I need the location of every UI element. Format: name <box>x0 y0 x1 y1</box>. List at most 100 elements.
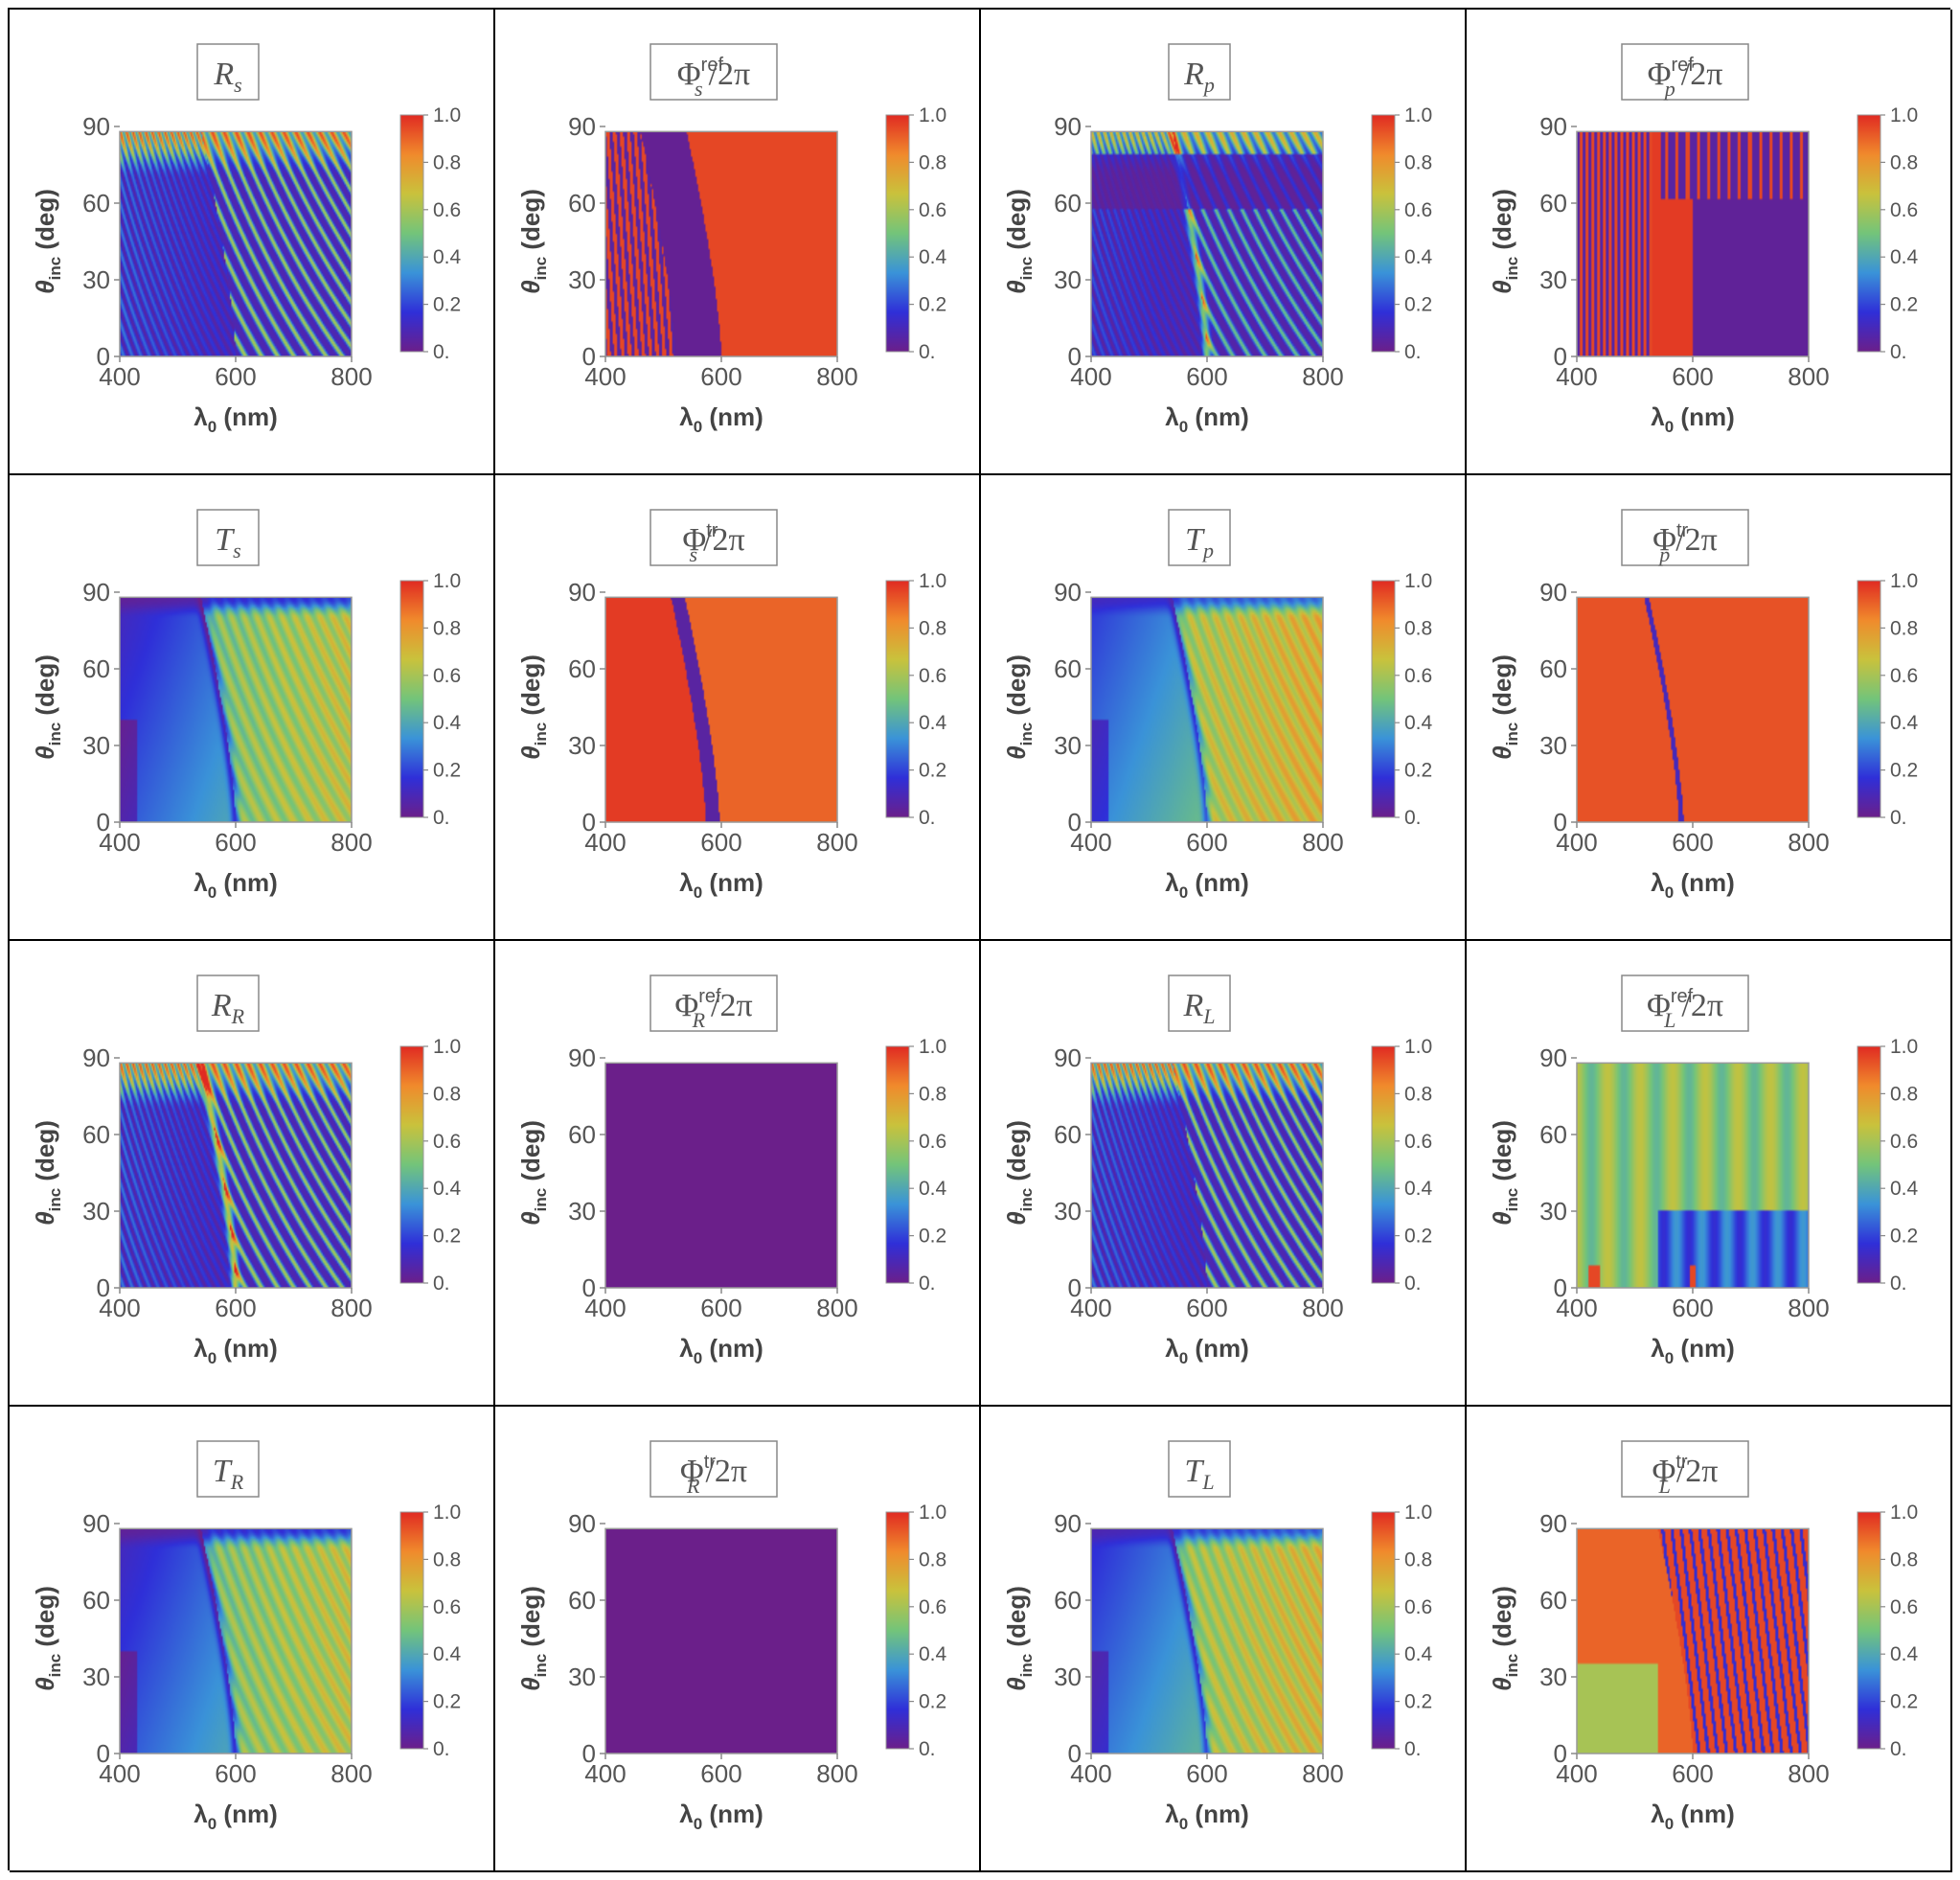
colorbar-tick-label: 0.2 <box>919 1226 946 1248</box>
x-tick-label: 400 <box>99 828 140 857</box>
y-tick-label: 0 <box>97 808 110 837</box>
chart-title: Φtr p/2π <box>1621 509 1749 566</box>
x-tick-label: 600 <box>1186 1759 1227 1788</box>
colorbar-tick-label: 1.0 <box>1890 570 1918 592</box>
title-text: RR <box>211 988 245 1028</box>
colorbar-tick-label: 0.6 <box>1404 1131 1432 1153</box>
chart-cell-PhiRefS: Φref s/2π 400 600 800 0 30 60 90 λ0 (nm) θinc (deg… <box>495 10 981 475</box>
colorbar-tick-label: 0.2 <box>1404 1226 1432 1248</box>
colorbar-tick-label: 0. <box>433 341 450 363</box>
x-tick-label: 800 <box>330 362 372 391</box>
colorbar-tick-label: 0.8 <box>1890 617 1918 639</box>
colorbar-tick-label: 0. <box>433 1272 450 1295</box>
colorbar-tick-label: 0.8 <box>1404 1083 1432 1105</box>
colorbar-tick-label: 1.0 <box>1404 1502 1432 1524</box>
colorbar-tick-label: 0.8 <box>433 1083 461 1105</box>
chart-svg-PhiTrS: Φtr s/2π 400 600 800 0 30 60 90 λ0 (nm) θinc (deg)… <box>516 509 947 902</box>
title-text: Rp <box>1183 57 1215 97</box>
colorbar <box>1371 1511 1396 1750</box>
y-tick-label: 90 <box>1539 1509 1567 1538</box>
x-tick-label: 800 <box>1788 828 1829 857</box>
y-tick-label: 60 <box>1054 189 1082 218</box>
x-tick-label: 400 <box>584 1759 626 1788</box>
y-tick-label: 30 <box>82 1197 110 1226</box>
chart-cell-Rs: Rs 400 600 800 0 30 60 90 λ0 (nm) θinc (deg) 0. 0.2… <box>10 10 495 475</box>
colorbar <box>885 580 910 818</box>
title-text: Φref p/2π <box>1648 55 1723 101</box>
colorbar-tick-label: 0.8 <box>1404 617 1432 639</box>
colorbar-tick-label: 0.2 <box>1890 760 1918 782</box>
x-tick-label: 600 <box>215 1759 256 1788</box>
chart-cell-PhiRefR: Φref R/2π 400 600 800 0 30 60 90 λ0 (nm) θinc (deg… <box>495 941 981 1407</box>
colorbar-tick-label: 1.0 <box>433 1036 461 1058</box>
x-tick-label: 800 <box>330 1759 372 1788</box>
chart-cell-RL: RL 400 600 800 0 30 60 90 λ0 (nm) θinc (deg) 0. 0.2… <box>981 941 1467 1407</box>
x-tick-label: 600 <box>1186 362 1227 391</box>
title-box <box>1621 509 1749 566</box>
y-axis-label: θinc (deg) <box>1488 1120 1521 1226</box>
y-tick-label: 0 <box>1068 342 1082 371</box>
x-tick-label: 600 <box>1672 828 1713 857</box>
chart-svg-RR: RR 400 600 800 0 30 60 90 λ0 (nm) θinc (deg) 0. 0.2… <box>31 974 462 1367</box>
chart-cell-PhiTrS: Φtr s/2π 400 600 800 0 30 60 90 λ0 (nm) θinc (deg)… <box>495 475 981 941</box>
colorbar <box>885 114 910 353</box>
x-tick-label: 400 <box>1070 1759 1111 1788</box>
colorbar-tick-label: 0.6 <box>433 199 461 221</box>
colorbar <box>885 1045 910 1284</box>
heatmap-image <box>605 597 837 822</box>
chart-cell-PhiTrR: Φtr R/2π 400 600 800 0 30 60 90 λ0 (nm) θinc (deg)… <box>495 1407 981 1872</box>
chart-cell-PhiTrL: Φtr L/2π 400 600 800 0 30 60 90 λ0 (nm) θinc (deg)… <box>1467 1407 1952 1872</box>
y-tick-label: 60 <box>568 1586 596 1615</box>
colorbar-tick-label: 0.6 <box>433 1131 461 1153</box>
y-tick-label: 90 <box>1054 1509 1082 1538</box>
chart-title: Rp <box>1168 43 1231 101</box>
y-tick-label: 60 <box>1054 1586 1082 1615</box>
x-tick-label: 400 <box>99 1759 140 1788</box>
x-axis-label: λ0 (nm) <box>194 1800 277 1833</box>
title-text: Φtr R/2π <box>680 1452 747 1498</box>
heatmap-image <box>605 1063 837 1288</box>
chart-title: TR <box>196 1440 260 1498</box>
colorbar-tick-label: 0.4 <box>1404 246 1433 268</box>
colorbar-tick-label: 0. <box>433 1738 450 1760</box>
colorbar-tick-label: 0.6 <box>919 1596 946 1618</box>
colorbar-tick-label: 0.8 <box>919 151 946 173</box>
x-tick-label: 400 <box>99 362 140 391</box>
chart-title: Φref p/2π <box>1621 43 1749 101</box>
title-box <box>1621 974 1749 1032</box>
colorbar-tick-label: 0.6 <box>1404 1596 1432 1618</box>
chart-title: TL <box>1168 1440 1231 1498</box>
chart-svg-Ts: Ts 400 600 800 0 30 60 90 λ0 (nm) θinc (deg) 0. 0.2… <box>31 509 462 902</box>
y-tick-label: 30 <box>568 1662 596 1691</box>
colorbar-tick-label: 0.4 <box>1890 1178 1919 1200</box>
heatmap-image <box>120 597 352 822</box>
colorbar <box>399 580 424 818</box>
title-text: Rs <box>213 57 241 97</box>
heatmap-image <box>605 131 837 356</box>
colorbar-tick-label: 1.0 <box>1890 1036 1918 1058</box>
x-tick-label: 600 <box>700 1294 741 1322</box>
chart-cell-RR: RR 400 600 800 0 30 60 90 λ0 (nm) θinc (deg) 0. 0.2… <box>10 941 495 1407</box>
x-tick-label: 800 <box>1302 1294 1343 1322</box>
x-axis-label: λ0 (nm) <box>1651 868 1734 902</box>
y-tick-label: 90 <box>82 1043 110 1072</box>
y-tick-label: 90 <box>1539 578 1567 607</box>
x-tick-label: 600 <box>700 828 741 857</box>
x-axis-label: λ0 (nm) <box>1165 1800 1248 1833</box>
y-axis-label: θinc (deg) <box>1488 654 1521 760</box>
y-axis-label: θinc (deg) <box>31 189 64 294</box>
title-text: TL <box>1184 1454 1214 1494</box>
x-tick-label: 800 <box>816 362 857 391</box>
colorbar-tick-label: 0.4 <box>1404 712 1433 734</box>
colorbar-tick-label: 1.0 <box>1890 104 1918 126</box>
colorbar-tick-label: 1.0 <box>1404 104 1432 126</box>
chart-title: RL <box>1168 974 1231 1032</box>
y-tick-label: 0 <box>1554 808 1567 837</box>
heatmap-image <box>1577 597 1809 822</box>
heatmap-image <box>1577 1063 1809 1288</box>
y-axis-label: θinc (deg) <box>1002 654 1036 760</box>
colorbar <box>399 114 424 353</box>
chart-cell-Tp: Tp 400 600 800 0 30 60 90 λ0 (nm) θinc (deg) 0. 0.2… <box>981 475 1467 941</box>
x-tick-label: 400 <box>1556 362 1597 391</box>
y-tick-label: 30 <box>1539 731 1567 760</box>
